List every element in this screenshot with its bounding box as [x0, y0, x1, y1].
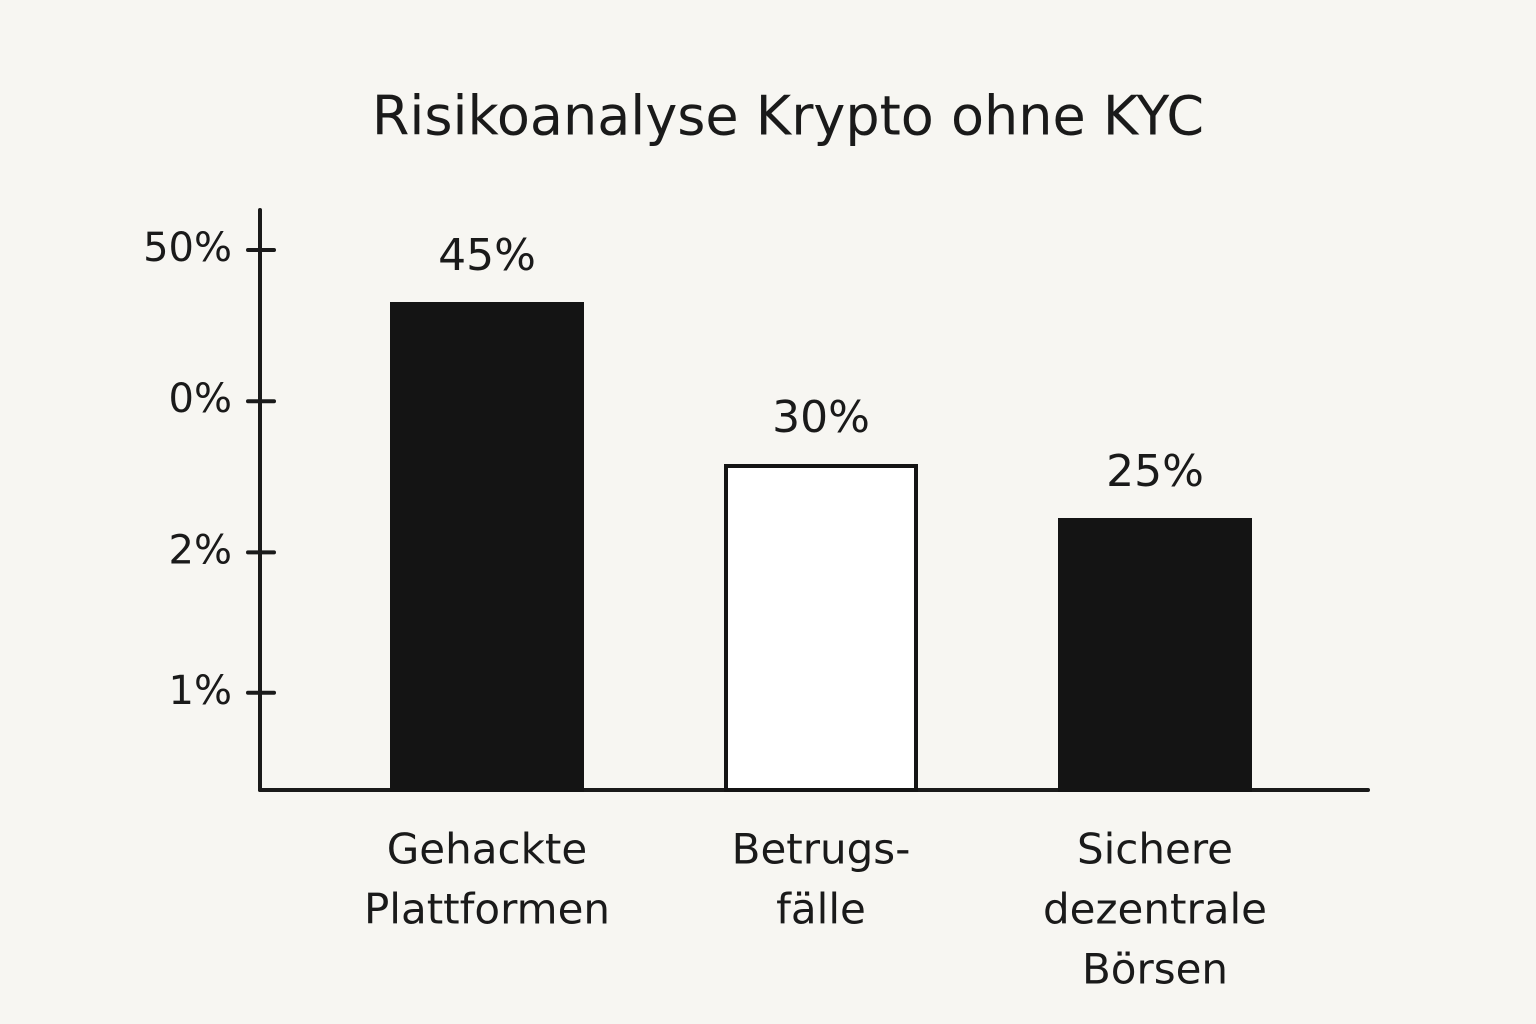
value-label: 30%	[772, 392, 870, 443]
value-label: 25%	[1106, 446, 1204, 497]
x-tick-label: Gehackte	[387, 825, 587, 874]
y-tick-label: 1%	[169, 668, 232, 714]
x-tick-label: dezentrale	[1043, 885, 1267, 934]
y-tick-label: 50%	[143, 225, 232, 271]
y-tick-label: 2%	[169, 527, 232, 573]
x-tick-label: Börsen	[1082, 945, 1228, 994]
x-tick-label: fälle	[776, 885, 866, 934]
chart-title: Risikoanalyse Krypto ohne KYC	[372, 85, 1204, 148]
x-tick-label: Plattformen	[364, 885, 610, 934]
x-tick-label: Betrugs-	[732, 825, 911, 874]
y-tick-label: 0%	[169, 376, 232, 422]
x-tick-label: Sichere	[1077, 825, 1233, 874]
bar	[390, 302, 584, 792]
bar	[1058, 518, 1252, 792]
value-label: 45%	[438, 230, 536, 281]
bar	[724, 464, 918, 792]
